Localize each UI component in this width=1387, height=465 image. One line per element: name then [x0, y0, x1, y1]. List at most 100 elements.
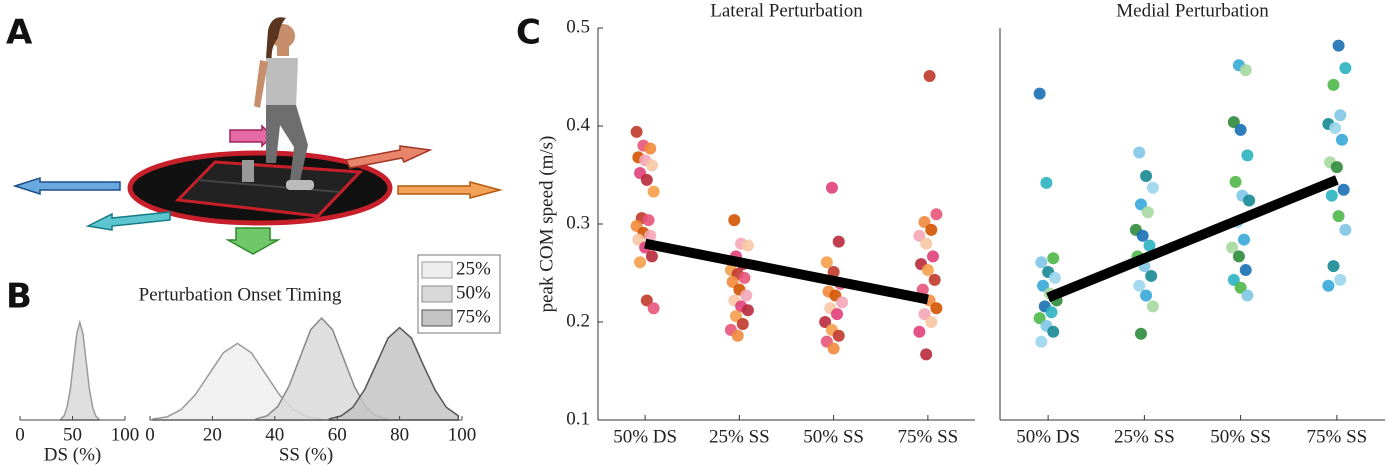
data-point	[920, 348, 933, 361]
data-point	[827, 266, 840, 279]
x-tick-label: 75% SS	[898, 426, 959, 447]
data-point	[1339, 223, 1352, 236]
data-point	[832, 235, 845, 248]
data-point	[827, 342, 840, 355]
x-tick-label: 60	[328, 424, 347, 445]
data-point	[1334, 273, 1347, 286]
data-point	[1035, 335, 1048, 348]
data-point	[731, 329, 744, 342]
density-curve	[328, 326, 460, 421]
x-tick-label: 25% SS	[709, 426, 770, 447]
legend-label: 50%	[456, 282, 491, 303]
data-point	[1238, 233, 1251, 246]
data-point	[1145, 269, 1158, 282]
chart-title: Medial Perturbation	[1116, 0, 1269, 21]
data-point	[928, 273, 941, 286]
data-point	[1332, 210, 1345, 223]
data-point	[1241, 149, 1254, 162]
data-point	[1134, 198, 1147, 211]
data-point	[1146, 300, 1159, 313]
x-tick-label: 25% SS	[1114, 426, 1175, 447]
data-point	[1334, 109, 1347, 122]
data-point	[920, 237, 933, 250]
data-point	[925, 316, 938, 328]
data-point	[913, 325, 926, 338]
data-point	[1040, 176, 1053, 189]
data-point	[1325, 189, 1338, 202]
data-point	[1136, 229, 1149, 242]
data-point	[1133, 279, 1146, 292]
data-point	[645, 250, 658, 263]
x-tick-label: 100	[111, 424, 140, 445]
data-point	[1234, 123, 1247, 136]
data-point	[1143, 239, 1156, 252]
data-point	[819, 316, 832, 328]
data-point	[728, 214, 741, 227]
data-point	[1146, 181, 1159, 194]
x-tick-label: 50	[63, 424, 82, 445]
data-point	[1048, 271, 1061, 284]
data-point	[820, 256, 833, 269]
data-point	[729, 310, 742, 323]
legend-swatch	[421, 309, 453, 327]
data-point	[1337, 183, 1350, 196]
legend-swatch	[421, 285, 453, 303]
data-point	[1330, 161, 1343, 174]
data-point	[1339, 62, 1352, 75]
data-point	[1226, 241, 1239, 254]
x-tick-label: 20	[203, 424, 222, 445]
y-tick-label: 0.4	[566, 114, 590, 135]
data-point	[918, 308, 931, 321]
density-curve	[60, 319, 100, 421]
data-point	[1045, 306, 1058, 319]
data-point	[1239, 264, 1252, 277]
data-point	[930, 302, 943, 315]
chart-title: Lateral Perturbation	[710, 0, 863, 21]
data-point	[645, 159, 658, 172]
data-point	[640, 294, 653, 307]
data-point	[1047, 252, 1060, 265]
data-point	[916, 283, 929, 296]
x-tick-label: 0	[145, 424, 155, 445]
data-point	[1239, 64, 1252, 77]
data-point	[632, 233, 645, 246]
fit-line	[1046, 175, 1339, 303]
data-point	[1033, 312, 1046, 325]
data-point	[647, 302, 660, 315]
data-point	[1322, 279, 1335, 292]
x-tick-label: 80	[390, 424, 409, 445]
x-tick-label: 40	[265, 424, 284, 445]
data-point	[642, 214, 655, 227]
data-point	[1229, 175, 1242, 188]
data-point	[925, 223, 938, 236]
x-tick-label: 75% SS	[1307, 426, 1368, 447]
x-tick-label: 50% DS	[613, 426, 677, 447]
data-point	[1332, 39, 1345, 52]
data-point	[923, 70, 936, 83]
data-point	[1327, 260, 1340, 273]
y-axis-label: peak COM speed (m/s)	[536, 136, 557, 313]
y-tick-label: 0.3	[566, 212, 590, 233]
data-point	[1037, 279, 1050, 292]
illustration	[12, 17, 503, 255]
data-point	[1047, 325, 1060, 338]
y-tick-label: 0.2	[566, 310, 590, 331]
panel-letter: C	[516, 13, 541, 53]
x-tick-label: 50% SS	[1210, 426, 1271, 447]
data-point	[930, 208, 943, 221]
data-point	[644, 142, 657, 155]
data-point	[921, 264, 934, 277]
fit-line	[644, 238, 929, 305]
data-point	[740, 289, 753, 302]
data-point	[1227, 116, 1240, 129]
data-point	[1141, 206, 1154, 219]
x-axis-label: SS (%)	[279, 444, 333, 465]
data-point	[726, 275, 739, 288]
data-point	[1140, 169, 1153, 182]
data-point	[634, 256, 647, 269]
data-point	[1140, 289, 1153, 302]
data-point	[832, 329, 845, 342]
data-point	[741, 304, 754, 317]
chart-title: Perturbation Onset Timing	[139, 284, 342, 305]
